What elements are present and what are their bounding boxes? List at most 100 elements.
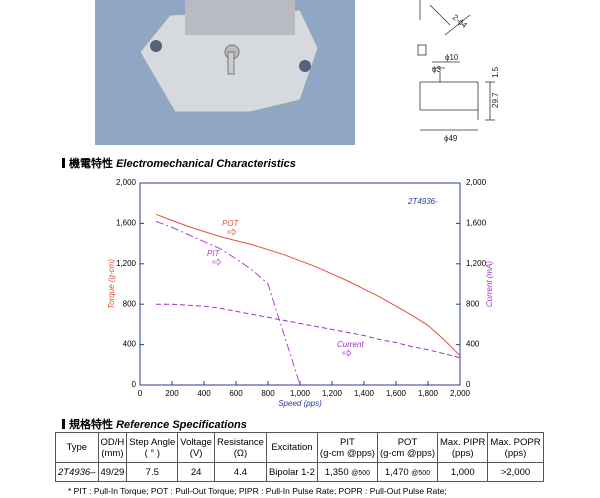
cell-note: @500 xyxy=(411,469,431,477)
motor-body xyxy=(185,0,295,35)
header-cell: OD/H (mm) xyxy=(97,432,128,463)
cell: 4.4 xyxy=(213,462,267,482)
header-row: Type OD/H (mm) Step Angle( ° ) Voltage (V)… xyxy=(55,432,544,463)
dim-label: 2-ϕ4 xyxy=(451,13,469,31)
cell: Bipolar 1-2 xyxy=(265,462,318,482)
footnote: * PIT : Pull-In Torque; POT : Pull-Out T… xyxy=(68,486,447,496)
y-tick-label: 400 xyxy=(123,340,137,349)
y-tick-label: 0 xyxy=(132,380,137,389)
cell: 2T4936– xyxy=(55,462,99,482)
header-text: Max. POPR xyxy=(490,436,541,448)
series-label: PIT xyxy=(207,249,221,258)
label-arrow xyxy=(342,349,352,357)
dim-label: 1.5 xyxy=(491,66,500,78)
y2-tick-label: 2,000 xyxy=(466,178,487,187)
y-axis-label: Torque (g-cm) xyxy=(107,259,116,309)
header-text: Step Angle xyxy=(129,436,176,448)
section-title: Reference Specifications xyxy=(116,419,247,431)
y2-tick-label: 800 xyxy=(466,299,480,308)
y2-tick-label: 1,200 xyxy=(466,259,487,268)
series-line xyxy=(155,213,461,357)
header-text: Voltage xyxy=(180,436,212,448)
dim-label: ϕ10 xyxy=(445,53,459,62)
header-cell: POT (g-cm @pps) xyxy=(376,432,439,463)
y2-tick-label: 400 xyxy=(466,340,480,349)
section-title: Electromechanical Characteristics xyxy=(116,158,296,170)
x-tick-label: 0 xyxy=(138,389,143,398)
header-cell: Resistance (Ω) xyxy=(213,432,267,463)
x-tick-label: 1,200 xyxy=(322,389,343,398)
section-mark: 規格特性 xyxy=(69,419,113,431)
header-text: Max. PIPR xyxy=(440,436,486,448)
y-tick-label: 2,000 xyxy=(116,178,137,187)
series-label: POT xyxy=(222,219,240,228)
header-unit: (g-cm @pps) xyxy=(319,447,375,459)
section-mark: 機電特性 xyxy=(69,158,113,170)
cell-value: 1,350 xyxy=(324,466,349,478)
cell: 7.5 xyxy=(126,462,179,482)
series-line xyxy=(155,220,301,386)
cell: >2,000 xyxy=(487,462,544,482)
cell-note: @500 xyxy=(351,469,371,477)
header-cell: Max. PIPR (pps) xyxy=(437,432,489,463)
cell: 1,470 @500 xyxy=(376,462,439,482)
header-cell: Type xyxy=(55,432,99,463)
product-images: 2-ϕ4 ϕ10 ϕ3 1.5 29.7 ϕ49 xyxy=(95,0,500,145)
cell: 1,350 @500 xyxy=(316,462,378,482)
y-tick-label: 1,200 xyxy=(116,259,137,268)
mount-hole xyxy=(299,60,311,72)
header-cell: Excitation xyxy=(265,432,318,463)
y-tick-label: 800 xyxy=(123,299,137,308)
section-heading: 機電特性 Electromechanical Characteristics xyxy=(62,155,296,171)
shaft xyxy=(227,51,235,75)
header-unit: (Ω) xyxy=(233,447,248,459)
chart: 04008001,2001,6002,00004008001,2001,6002… xyxy=(107,178,494,408)
dim-label: ϕ49 xyxy=(444,134,458,143)
label-arrow xyxy=(227,228,237,236)
series-label: Current xyxy=(337,340,364,349)
cell: 24 xyxy=(177,462,215,482)
y2-tick-label: 0 xyxy=(466,380,471,389)
y2-tick-label: 1,600 xyxy=(466,219,487,228)
cell: 49/29 xyxy=(97,462,128,482)
x-tick-label: 200 xyxy=(165,389,179,398)
spec-table: Type OD/H (mm) Step Angle( ° ) Voltage (V)… xyxy=(55,432,544,482)
x-tick-label: 600 xyxy=(229,389,243,398)
header-cell: Max. POPR (pps) xyxy=(487,432,544,463)
header-cell: PIT (g-cm @pps) xyxy=(316,432,378,463)
header-text: Type xyxy=(66,442,88,453)
dimension-drawing xyxy=(417,0,495,131)
cell-value: 1,470 xyxy=(384,466,409,478)
y2-axis-label: Current (mA) xyxy=(485,261,494,308)
x-tick-label: 1,400 xyxy=(354,389,375,398)
x-tick-label: 1,800 xyxy=(418,389,439,398)
y-tick-label: 1,600 xyxy=(116,219,137,228)
x-tick-label: 400 xyxy=(197,389,211,398)
header-unit: (mm) xyxy=(101,447,124,459)
header-unit: (pps) xyxy=(451,447,474,459)
x-tick-label: 1,000 xyxy=(290,389,311,398)
cell: 1,000 xyxy=(437,462,489,482)
chart-subtitle: 2T4936- xyxy=(407,197,438,206)
mount-hole xyxy=(150,40,162,52)
plot-frame xyxy=(139,182,461,386)
header-unit: ( ° ) xyxy=(144,447,160,459)
section-heading: 規格特性 Reference Specifications xyxy=(62,416,247,432)
x-tick-label: 800 xyxy=(261,389,275,398)
header-unit: (g-cm @pps) xyxy=(379,447,436,459)
series-line xyxy=(156,303,461,359)
x-tick-label: 2,000 xyxy=(450,389,471,398)
x-axis-label: Speed (pps) xyxy=(278,399,322,408)
header-text: PIT xyxy=(340,436,355,448)
header-text: Resistance xyxy=(216,436,264,448)
header-cell: Step Angle( ° ) xyxy=(126,432,179,463)
header-cell: Voltage (V) xyxy=(177,432,215,463)
data-row: 2T4936– 49/29 7.5 24 4.4 Bipolar 1-2 1,3… xyxy=(55,462,544,482)
header-unit: (V) xyxy=(189,447,203,459)
dim-label: ϕ3 xyxy=(432,65,441,74)
header-text: OD/H xyxy=(100,436,125,448)
label-arrow xyxy=(212,258,222,266)
header-text: POT xyxy=(397,436,418,448)
header-text: Excitation xyxy=(271,442,313,453)
